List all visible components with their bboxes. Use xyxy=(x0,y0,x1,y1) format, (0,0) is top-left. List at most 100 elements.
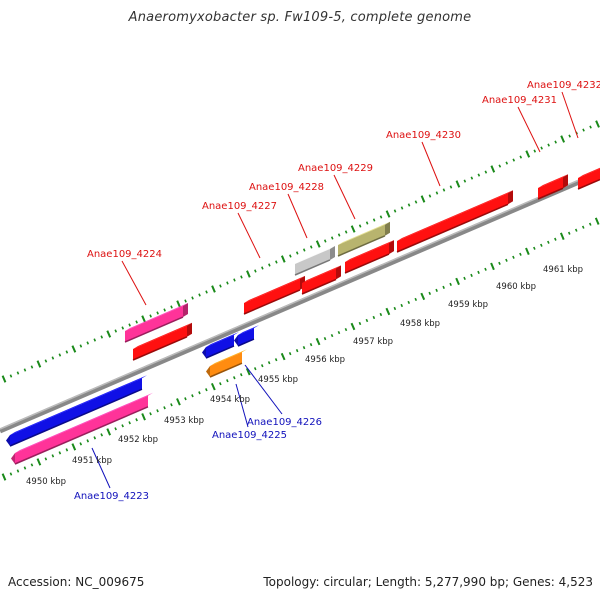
minor-tick xyxy=(358,224,362,228)
scale-label: 4955 kbp xyxy=(258,375,298,385)
minor-tick xyxy=(198,391,201,395)
minor-tick xyxy=(9,374,13,378)
scale-labels: 4950 kbp 4951 kbp 4952 kbp 4953 kbp 4954 kbp… xyxy=(26,265,583,487)
minor-tick xyxy=(589,125,592,129)
label-leader-line xyxy=(91,447,111,489)
major-tick xyxy=(71,345,77,353)
minor-tick xyxy=(344,327,348,332)
major-tick xyxy=(141,413,146,421)
major-tick xyxy=(560,135,566,143)
genome-summary-text: Topology: circular; Length: 5,277,990 bp… xyxy=(263,575,593,589)
minor-tick xyxy=(379,312,383,317)
scale-label: 4959 kbp xyxy=(448,300,488,310)
gene-front-face xyxy=(338,224,385,256)
gene-top-face xyxy=(295,245,335,264)
minor-tick xyxy=(295,251,299,255)
minor-tick xyxy=(442,188,446,192)
accession-text: Accession: NC_009675 xyxy=(8,575,145,589)
minor-tick xyxy=(79,442,83,446)
gene-front-face xyxy=(133,325,187,360)
major-tick xyxy=(210,382,216,391)
label-leader-line xyxy=(235,383,249,428)
gene-block-4224 xyxy=(132,322,192,361)
minor-tick xyxy=(100,335,104,339)
gene-block-4225 xyxy=(206,349,247,378)
gene-end-face xyxy=(385,221,390,236)
minor-tick xyxy=(86,341,90,345)
label-leader-line xyxy=(421,141,441,187)
minor-tick xyxy=(540,243,543,247)
minor-tick xyxy=(170,403,173,407)
gene-label-leaders xyxy=(91,91,579,489)
gene-arrow-tip xyxy=(206,366,210,377)
gene-block-4229 xyxy=(344,240,394,274)
minor-tick xyxy=(79,344,83,348)
gene-top-face xyxy=(578,167,600,178)
minor-tick xyxy=(519,155,523,159)
minor-tick xyxy=(449,282,452,287)
minor-tick xyxy=(547,143,550,147)
major-tick xyxy=(595,120,600,128)
label-leader-line xyxy=(517,106,541,153)
label-leader-line xyxy=(333,174,356,220)
minor-tick xyxy=(400,206,404,210)
major-tick xyxy=(176,300,181,308)
minor-tick xyxy=(400,303,404,308)
minor-tick xyxy=(51,454,55,458)
minor-tick xyxy=(344,230,348,234)
gene-front-face xyxy=(302,268,336,294)
gene-end-face xyxy=(336,265,341,280)
gene-front-face xyxy=(345,243,389,273)
minor-tick xyxy=(233,278,236,282)
gene-shadow xyxy=(537,187,564,200)
label-leader-line xyxy=(237,212,261,259)
minor-tick xyxy=(519,252,522,256)
gene-label: Anae109_4229 xyxy=(298,163,373,174)
minor-tick xyxy=(16,371,20,375)
minor-tick xyxy=(547,240,550,244)
minor-tick xyxy=(533,246,536,250)
gene-label: Anae109_4228 xyxy=(249,182,324,193)
genome-backbone xyxy=(0,170,600,434)
minor-tick xyxy=(512,255,515,259)
major-tick xyxy=(176,398,181,406)
minor-tick xyxy=(191,394,194,398)
minor-tick xyxy=(414,297,418,302)
minor-tick xyxy=(205,290,208,294)
gene-label: Anae109_4232 xyxy=(527,80,600,91)
major-tick xyxy=(350,225,356,233)
gene-front-face xyxy=(238,328,254,346)
gene-front-face xyxy=(210,352,242,377)
gene-end-face xyxy=(563,174,568,189)
major-tick xyxy=(36,458,42,466)
minor-tick xyxy=(337,330,341,335)
minor-tick xyxy=(337,233,341,237)
minor-tick xyxy=(414,200,418,204)
minor-tick xyxy=(23,466,27,470)
major-tick xyxy=(350,322,356,331)
gene-top-face xyxy=(125,303,188,331)
major-tick xyxy=(245,367,251,376)
gene-shadow xyxy=(132,336,188,361)
minor-tick xyxy=(428,291,432,296)
minor-tick xyxy=(505,161,509,165)
minor-tick xyxy=(30,365,34,369)
minor-tick xyxy=(205,388,208,392)
major-tick xyxy=(490,262,495,271)
gene-shadow xyxy=(9,388,143,447)
minor-tick xyxy=(44,457,48,461)
scale-label: 4950 kbp xyxy=(26,477,66,487)
minor-tick xyxy=(254,269,257,273)
backbone-highlight xyxy=(0,170,600,430)
minor-tick xyxy=(435,288,438,293)
major-tick xyxy=(280,352,286,361)
gene-top-face xyxy=(238,325,259,335)
minor-tick xyxy=(44,359,48,363)
minor-tick xyxy=(330,333,334,338)
gene-top-face xyxy=(15,392,153,453)
minor-tick xyxy=(463,276,466,281)
gene-block-4228 xyxy=(301,265,341,295)
minor-tick xyxy=(58,353,62,357)
scale-label: 4960 kbp xyxy=(496,282,536,292)
